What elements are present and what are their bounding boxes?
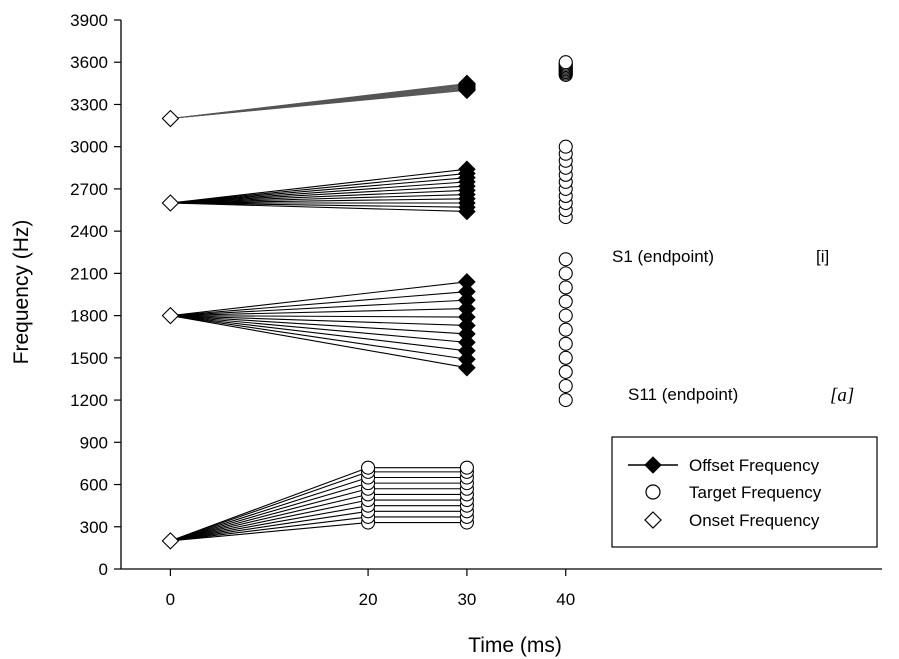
- f4-transition-line: [170, 82, 467, 119]
- f1-transition-line: [170, 499, 369, 542]
- y-tick-label: 900: [80, 433, 108, 452]
- series-lines: [170, 82, 468, 542]
- x-axis-title: Time (ms): [468, 634, 562, 657]
- y-tick-label: 3900: [70, 11, 108, 30]
- f1-target-marker: [361, 460, 376, 475]
- y-tick-label: 1500: [70, 349, 108, 368]
- f1-transition-line: [170, 516, 369, 542]
- target-40-marker: [558, 393, 573, 408]
- f1-transition-line: [170, 505, 369, 542]
- target-40-marker: [558, 280, 573, 295]
- legend: Offset Frequency Target Frequency Onset …: [611, 436, 878, 548]
- f2-transition-line: [170, 308, 467, 317]
- f1-offset-marker: [459, 460, 474, 475]
- legend-onset-label: Onset Frequency: [689, 511, 820, 530]
- f3-transition-line: [170, 202, 467, 212]
- f1-transition-line: [170, 471, 369, 542]
- f2-transition-line: [170, 315, 467, 318]
- y-tick-label: 1200: [70, 391, 108, 410]
- target-40-marker: [558, 336, 573, 351]
- y-tick-label: 3300: [70, 95, 108, 114]
- target-40-marker: [558, 378, 573, 394]
- target-40-marker: [558, 350, 573, 365]
- f1-transition-line: [170, 467, 369, 542]
- f2-transition-line: [170, 299, 467, 317]
- f2-transition-line: [170, 315, 468, 369]
- y-tick-label: 600: [80, 476, 108, 495]
- f1-transition-line: [170, 521, 369, 542]
- legend-target-marker: [645, 484, 661, 500]
- axes: 0300600900120015001800210024002700300033…: [70, 11, 882, 609]
- f4-offset-marker: [458, 74, 476, 93]
- target-40-marker: [558, 322, 573, 337]
- series-markers: [161, 55, 573, 550]
- y-tick-label: 3000: [70, 138, 108, 157]
- y-tick-label: 300: [80, 518, 108, 537]
- y-tick-label: 2400: [70, 222, 108, 241]
- target-40-marker: [558, 139, 573, 154]
- f2-transition-line: [170, 291, 467, 317]
- target-40-marker: [558, 266, 573, 281]
- legend-onset-marker: [644, 511, 662, 529]
- f2-transition-line: [170, 281, 467, 317]
- f2-transition-line: [170, 315, 467, 360]
- f3-transition-line: [170, 172, 467, 204]
- f1-transition-line: [170, 482, 369, 542]
- legend-target-label: Target Frequency: [689, 483, 822, 502]
- annotation-s1-label: S1 (endpoint): [612, 247, 714, 266]
- f2-transition-line: [170, 315, 467, 352]
- f4-onset-marker: [161, 109, 180, 128]
- x-tick-label: 40: [556, 590, 575, 609]
- y-tick-label: 2700: [70, 180, 108, 199]
- f2-transition-line: [170, 315, 467, 343]
- y-tick-label: 1800: [70, 307, 108, 326]
- target-40-marker: [558, 55, 573, 70]
- target-40-marker: [558, 252, 573, 267]
- f3-onset-marker: [161, 194, 180, 212]
- y-tick-label: 3600: [70, 53, 108, 72]
- f2-onset-marker: [161, 306, 180, 325]
- f3-transition-line: [170, 202, 467, 208]
- f2-offset-marker: [458, 273, 476, 291]
- f1-transition-line: [170, 476, 369, 542]
- f3-transition-line: [170, 181, 467, 204]
- y-tick-label: 2100: [70, 264, 108, 283]
- f1-transition-line: [170, 488, 369, 542]
- y-axis-title: Frequency (Hz): [10, 220, 33, 365]
- legend-offset-label: Offset Frequency: [689, 456, 820, 475]
- legend-offset-marker: [644, 456, 662, 474]
- target-40-marker: [558, 364, 573, 379]
- f3-transition-line: [170, 194, 467, 204]
- target-40-marker: [558, 294, 573, 309]
- f2-offset-marker: [458, 282, 476, 301]
- f3-transition-line: [170, 185, 467, 204]
- annotation-s11-symbol: [a]: [830, 385, 854, 406]
- f1-transition-line: [170, 510, 369, 542]
- f2-transition-line: [170, 315, 467, 327]
- f3-transition-line: [170, 198, 467, 204]
- f2-transition-line: [170, 315, 467, 335]
- x-tick-label: 0: [166, 590, 175, 609]
- f1-transition-line: [170, 493, 369, 542]
- target-40-marker: [558, 308, 573, 323]
- annotation-s1-symbol: [i]: [816, 247, 829, 266]
- f3-transition-line: [170, 168, 467, 204]
- f1-onset-marker: [161, 532, 180, 550]
- x-tick-label: 20: [359, 590, 378, 609]
- f3-transition-line: [170, 177, 467, 204]
- f3-offset-marker: [458, 160, 476, 178]
- f3-transition-line: [170, 189, 467, 204]
- y-tick-label: 0: [99, 560, 108, 579]
- x-tick-label: 30: [457, 590, 476, 609]
- annotation-s11-label: S11 (endpoint): [628, 385, 738, 404]
